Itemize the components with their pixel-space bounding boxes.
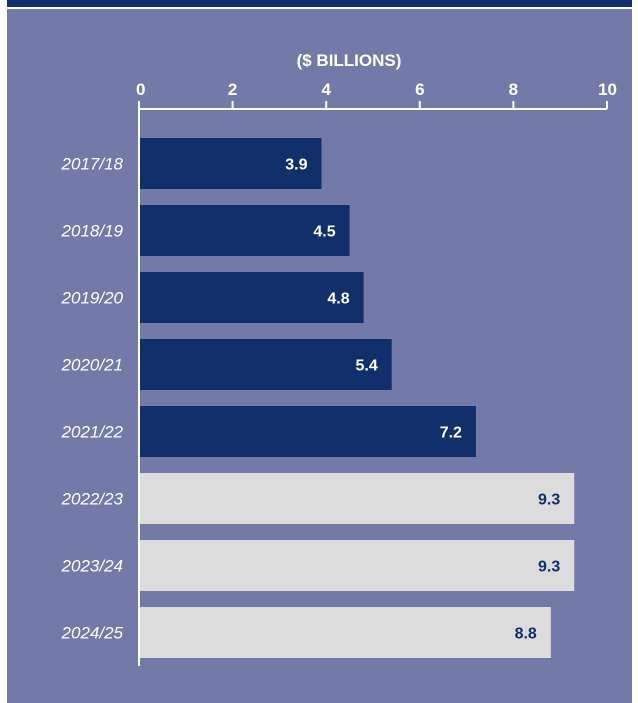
x-axis-unit-label: ($ BILLIONS) [297, 51, 402, 70]
bar [139, 272, 364, 323]
category-label: 2023/24 [61, 557, 123, 576]
value-label: 4.5 [313, 224, 335, 241]
bar [139, 406, 476, 457]
category-label: 2019/20 [61, 289, 124, 308]
value-label: 9.3 [538, 492, 560, 509]
value-label: 8.8 [515, 626, 537, 643]
x-axis-ticks: 0 2 4 6 8 10 [136, 80, 617, 109]
top-accent-bar [7, 0, 632, 7]
value-label: 5.4 [355, 358, 377, 375]
value-label: 4.8 [327, 291, 349, 308]
category-label: 2017/18 [61, 155, 124, 174]
bar [139, 138, 322, 189]
x-tick-label: 10 [598, 80, 617, 99]
category-label: 2024/25 [61, 624, 124, 643]
value-label: 9.3 [538, 559, 560, 576]
value-label: 7.2 [440, 425, 462, 442]
chart-panel: ($ BILLIONS) 0 2 4 6 8 10 2017/18 3.9 2018/19 4.… [7, 9, 632, 703]
x-tick-label: 8 [509, 80, 518, 99]
value-label: 3.9 [285, 157, 307, 174]
bar [139, 540, 575, 591]
x-tick-label: 0 [136, 80, 145, 99]
category-label: 2021/22 [61, 423, 124, 442]
x-tick-label: 2 [228, 80, 237, 99]
bar [139, 607, 551, 658]
category-label: 2020/21 [61, 356, 123, 375]
category-label: 2018/19 [61, 222, 124, 241]
bar-chart: ($ BILLIONS) 0 2 4 6 8 10 2017/18 3.9 2018/19 4.… [61, 51, 617, 666]
bar [139, 339, 392, 390]
bar [139, 473, 575, 524]
x-tick-label: 6 [415, 80, 424, 99]
bars: 2017/18 3.9 2018/19 4.5 2019/20 4.8 2020/21 5.4… [61, 138, 575, 658]
bar [139, 205, 350, 256]
category-label: 2022/23 [61, 490, 124, 509]
x-tick-label: 4 [321, 80, 331, 99]
